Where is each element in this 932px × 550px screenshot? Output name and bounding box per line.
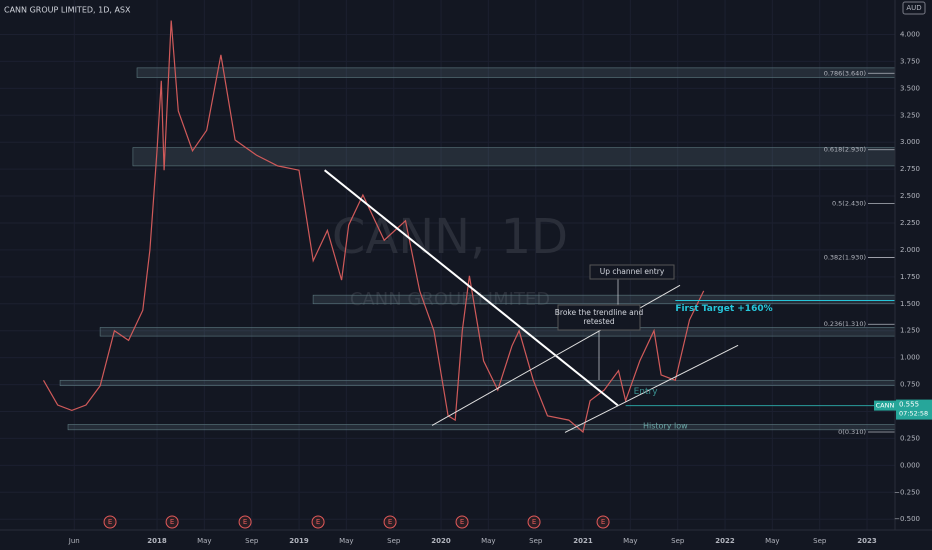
y-tick-label: 3.000	[900, 138, 920, 146]
y-tick-label: 2.250	[900, 219, 920, 227]
target-label: First Target +160%	[675, 304, 772, 314]
y-tick-label: −0.250	[894, 488, 920, 496]
x-tick-label: 2021	[573, 537, 593, 545]
price-zone	[136, 67, 896, 78]
price-line	[42, 20, 705, 434]
fib-label: 0(0.310)	[838, 428, 866, 436]
history-low-label: History low	[643, 422, 688, 431]
watermark: CANN, 1D	[332, 209, 568, 265]
x-tick-label: May	[481, 537, 495, 545]
x-tick-label: May	[197, 537, 211, 545]
earnings-label: E	[601, 518, 605, 526]
y-tick-label: 1.500	[900, 300, 920, 308]
fib-label: 0.382(1.930)	[824, 253, 866, 261]
earnings-marker	[455, 515, 469, 529]
x-tick-label: 2023	[857, 537, 877, 545]
price-zone	[312, 294, 896, 305]
price-tag-symbol: CANN	[876, 402, 895, 410]
earnings-label: E	[108, 518, 112, 526]
x-tick-label: Jun	[68, 537, 80, 545]
price-zone	[67, 424, 896, 431]
x-tick-label: 2019	[289, 537, 309, 545]
earnings-label: E	[388, 518, 392, 526]
callout-box	[557, 304, 641, 331]
y-tick-label: 4.000	[900, 30, 920, 38]
callout-box	[589, 264, 675, 280]
y-tick-label: 1.250	[900, 327, 920, 335]
y-tick-label: 1.000	[900, 354, 920, 362]
annotation: retested	[583, 317, 615, 326]
price-zone	[132, 147, 896, 167]
y-tick-label: 2.000	[900, 246, 920, 254]
price-axis	[895, 0, 932, 550]
y-tick-label: 3.250	[900, 111, 920, 119]
y-tick-label: 1.750	[900, 273, 920, 281]
earnings-label: E	[316, 518, 320, 526]
chart-title: CANN GROUP LIMITED, 1D, ASX	[4, 6, 131, 15]
x-tick-label: May	[623, 537, 637, 545]
earnings-marker	[165, 515, 179, 529]
earnings-marker	[311, 515, 325, 529]
fib-label: 0.236(1.310)	[824, 320, 866, 328]
price-countdown: 07:52:58	[899, 410, 928, 418]
earnings-marker	[383, 515, 397, 529]
fib-label: 0.5(2.430)	[832, 200, 866, 208]
earnings-marker	[103, 515, 117, 529]
y-tick-label: 3.750	[900, 57, 920, 65]
y-tick-label: 0.250	[900, 434, 920, 442]
fib-label: 0.786(3.640)	[824, 69, 866, 77]
trendline	[323, 169, 619, 407]
y-tick-label: 0.000	[900, 461, 920, 469]
x-tick-label: Sep	[245, 537, 259, 545]
x-tick-label: 2022	[715, 537, 735, 545]
fib-label: 0.618(2.930)	[824, 146, 866, 154]
y-tick-label: 2.500	[900, 192, 920, 200]
earnings-marker	[238, 515, 252, 529]
earnings-label: E	[243, 518, 247, 526]
y-tick-label: −0.500	[894, 515, 920, 523]
trendline	[564, 344, 739, 433]
earnings-label: E	[532, 518, 536, 526]
earnings-marker	[527, 515, 541, 529]
currency: AUD	[906, 4, 921, 12]
x-tick-label: 2018	[147, 537, 167, 545]
entry-label: Entry	[634, 387, 659, 397]
y-tick-label: 3.500	[900, 84, 920, 92]
annotation: Up channel entry	[600, 267, 665, 276]
x-tick-label: Sep	[387, 537, 401, 545]
price-zone	[59, 379, 896, 386]
x-tick-label: May	[339, 537, 353, 545]
x-tick-label: Sep	[529, 537, 543, 545]
price-zone	[99, 327, 896, 337]
x-tick-label: 2020	[431, 537, 451, 545]
price-tag-bg	[896, 399, 932, 420]
x-tick-label: Sep	[671, 537, 685, 545]
y-tick-label: 2.750	[900, 165, 920, 173]
x-tick-label: May	[765, 537, 779, 545]
earnings-label: E	[170, 518, 174, 526]
price-tag: 0.555	[899, 401, 919, 409]
watermark-name: CANN GROUP LIMITED	[350, 289, 550, 310]
y-tick-label: 0.750	[900, 381, 920, 389]
x-tick-label: Sep	[813, 537, 827, 545]
currency-box	[902, 1, 926, 15]
price-tag-symbol-bg	[874, 400, 896, 411]
earnings-label: E	[460, 518, 464, 526]
earnings-marker	[596, 515, 610, 529]
annotation: Broke the trendline and	[555, 308, 644, 317]
